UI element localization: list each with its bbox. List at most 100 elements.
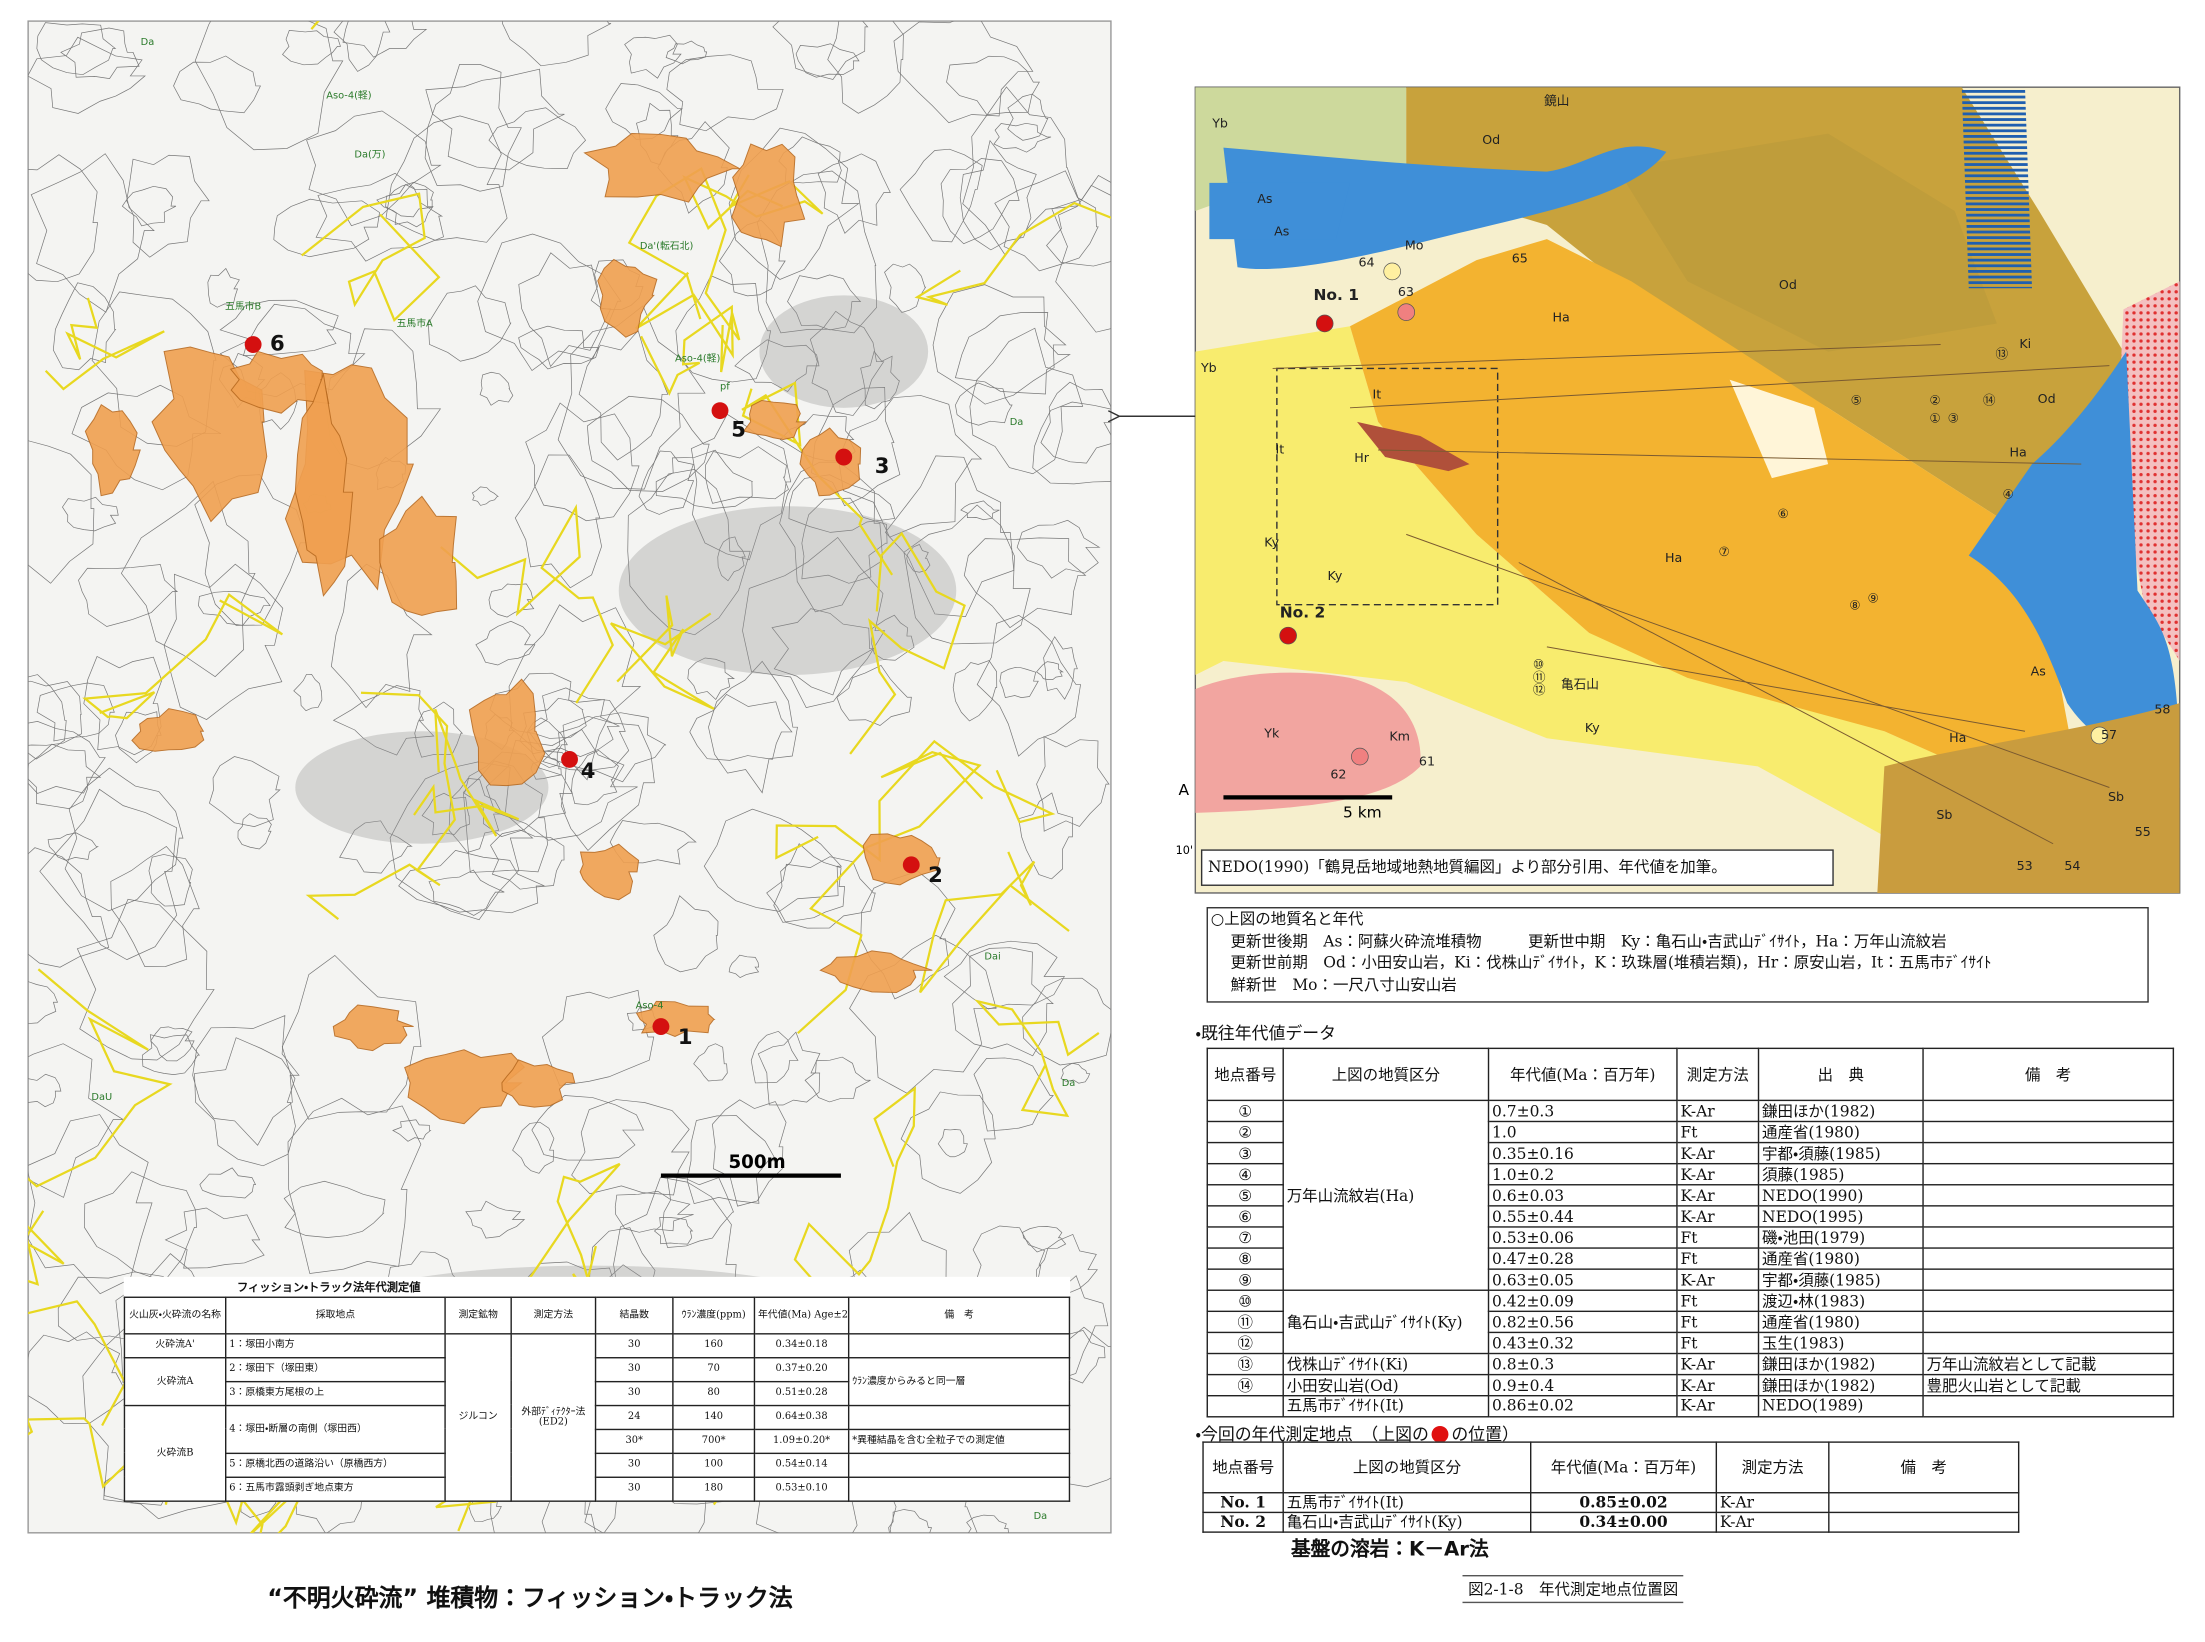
contour (448, 777, 503, 853)
contour (801, 497, 888, 584)
map-unit-as-right (1968, 351, 2180, 788)
cell: K-Ar (1676, 1373, 1760, 1397)
cell: 万年山流紋岩として記載 (1922, 1352, 2175, 1376)
contour (121, 185, 177, 227)
sample-point (835, 448, 853, 466)
cell: NEDO(1990) (1757, 1184, 1924, 1207)
contour (750, 1030, 799, 1084)
contour (28, 680, 82, 746)
map-label: Da'(転石北) (640, 240, 693, 252)
sample-point (902, 856, 920, 874)
heading-text: の位置） (1451, 1424, 1519, 1445)
contour (1036, 1233, 1099, 1306)
contour (287, 1097, 422, 1274)
contour (237, 813, 272, 850)
legend-box: ○上図の地質名と年代 更新世後期 As：阿蘇火砕流堆積物 更新世中期 Ky：亀石… (1206, 907, 2149, 1003)
map-label: Aso-4(軽) (326, 90, 371, 102)
road (301, 192, 441, 323)
map-unit-sb (1877, 703, 2180, 893)
cell: 30 (594, 1356, 674, 1382)
contour (83, 655, 163, 756)
cell: 亀石山・吉武山ﾃﾞｲｻｲﾄ(Ky) (1282, 1289, 1490, 1355)
road (797, 751, 984, 1035)
cell: 鎌田ほか(1982) (1757, 1352, 1924, 1376)
map-label: Ha (1949, 730, 1966, 745)
cell: 1.09±0.20* (753, 1428, 850, 1454)
contour (273, 198, 380, 258)
table-header: 地点番号 (1206, 1047, 1284, 1102)
table-row: ⑥ 0.55±0.44 K-Ar NEDO(1995) (1206, 1205, 2175, 1228)
contour (973, 1057, 1054, 1132)
map-label: Ky (1264, 534, 1279, 549)
contour (609, 820, 697, 865)
cell: 0.43±0.32 (1487, 1331, 1678, 1355)
contour (490, 829, 565, 890)
basement-note: 基盤の溶岩：K－Ar法 (1290, 1538, 1489, 1561)
cell: 玉生(1983) (1757, 1331, 1924, 1355)
table-header: 備 考 (1828, 1441, 2020, 1494)
sample-number: 3 (875, 453, 890, 478)
cell: 0.35±0.16 (1487, 1142, 1678, 1165)
cell (1922, 1247, 2175, 1271)
cell: Ft (1676, 1247, 1760, 1271)
cell: ジルコン (444, 1332, 512, 1502)
contour (955, 382, 1013, 426)
map-label: Sb (1936, 807, 1952, 822)
contour (120, 480, 256, 678)
red-dot-icon (1431, 1425, 1449, 1443)
map-label: 五馬市B (225, 300, 261, 313)
contour (690, 413, 792, 561)
contour (1060, 1062, 1091, 1084)
cell: 6：五馬市露頭剥ぎ地点東方 (225, 1476, 446, 1502)
contour (742, 536, 886, 709)
map-point (1315, 314, 1334, 333)
contour (376, 182, 434, 218)
cell: 0.82±0.56 (1487, 1310, 1678, 1334)
cell: 小田安山岩(Od) (1282, 1373, 1490, 1397)
cell: *異種結晶を含む全粒子での測定値 (847, 1428, 1071, 1454)
shaded-terrain (759, 295, 929, 408)
scale-label: 5 km (1343, 803, 1382, 821)
cell: 140 (672, 1404, 756, 1430)
contour (937, 1129, 968, 1158)
contour (712, 1099, 787, 1207)
contour (952, 947, 1054, 1057)
contour (479, 371, 514, 406)
map-label: ③ (1948, 411, 1959, 426)
contour (28, 847, 110, 968)
pumice-deposit (379, 495, 458, 616)
road (627, 166, 741, 373)
contour (471, 486, 499, 506)
map-label: Hr (1354, 450, 1370, 465)
map-label: 鏡山 (1544, 93, 1569, 108)
cell: 五馬市ﾃﾞｲｻｲﾄ(It) (1282, 1492, 1532, 1514)
cell (847, 1404, 1071, 1430)
cell: 0.63±0.05 (1487, 1268, 1678, 1292)
cell (1828, 1511, 2020, 1533)
map-label: ① (1929, 411, 1940, 426)
contour (686, 1115, 777, 1205)
table-header: 上図の地質区分 (1282, 1047, 1490, 1102)
table-header: 地点番号 (1202, 1441, 1284, 1494)
contour (78, 564, 179, 627)
contour (969, 327, 1084, 475)
cell: NEDO(1995) (1757, 1205, 1924, 1228)
cell: 万年山流紋岩(Ha) (1282, 1100, 1490, 1292)
contour (465, 1200, 526, 1239)
contour (900, 1091, 996, 1194)
map-label: Od (1779, 277, 1797, 292)
contour (339, 820, 413, 874)
cell: ⑨ (1206, 1268, 1284, 1292)
contour (756, 170, 878, 334)
contour (665, 40, 708, 65)
table-header: 年代値(Ma：百万年) (1530, 1441, 1718, 1494)
table-header: 上図の地質区分 (1282, 1441, 1532, 1494)
map-label: Ha (1553, 309, 1570, 324)
contour (342, 21, 428, 58)
cell: 0.9±0.4 (1487, 1373, 1678, 1397)
map-label: Km (1389, 728, 1410, 743)
sample-point (561, 750, 578, 768)
contour (28, 154, 98, 283)
contour (110, 845, 200, 968)
